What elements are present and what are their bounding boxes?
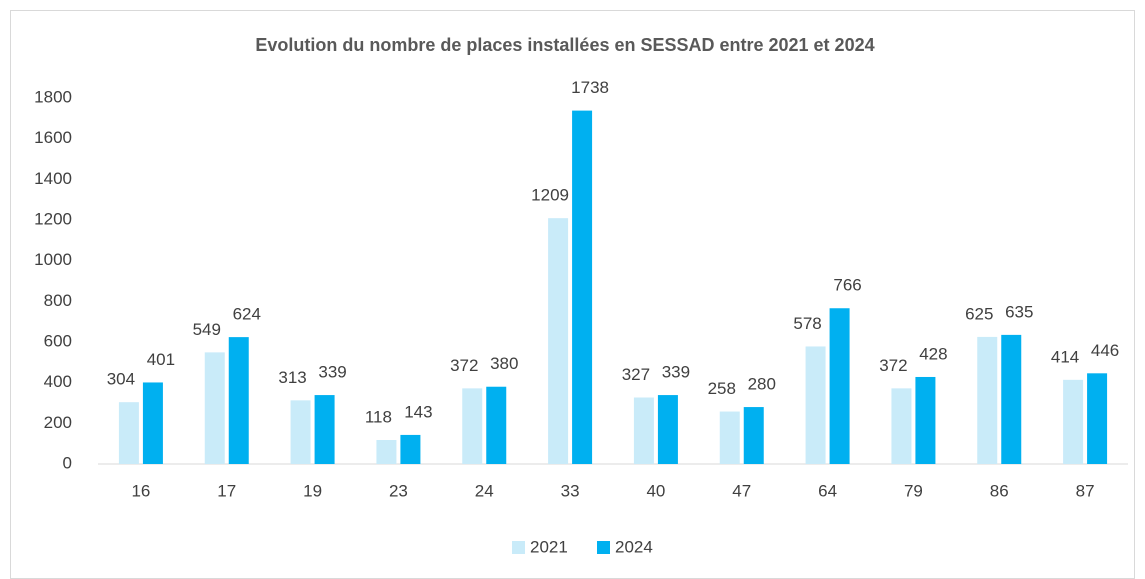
data-label: 304	[107, 370, 135, 389]
bar	[290, 400, 311, 464]
data-label: 339	[662, 363, 690, 382]
bar	[142, 382, 163, 464]
y-tick-label: 1600	[34, 128, 72, 147]
y-tick-label: 1800	[34, 87, 72, 106]
data-label: 372	[450, 356, 478, 375]
data-label: 625	[965, 304, 993, 323]
bar	[829, 308, 850, 464]
data-label: 414	[1051, 347, 1079, 366]
bar	[633, 397, 654, 464]
x-tick-label: 79	[904, 481, 923, 500]
bar	[657, 395, 678, 464]
bar	[1063, 379, 1084, 464]
data-label: 1209	[531, 186, 569, 205]
y-tick-label: 400	[44, 372, 72, 391]
y-tick-label: 1400	[34, 169, 72, 188]
bar	[743, 407, 764, 464]
bar	[228, 337, 249, 464]
bar	[1087, 373, 1108, 464]
data-label: 766	[833, 276, 861, 295]
legend-swatch	[597, 541, 610, 554]
legend-swatch	[512, 541, 525, 554]
x-tick-label: 64	[818, 481, 837, 500]
bar	[400, 434, 421, 464]
x-tick-label: 86	[990, 481, 1009, 500]
y-tick-label: 800	[44, 291, 72, 310]
y-tick-label: 0	[63, 453, 72, 472]
chart-title: Evolution du nombre de places installées…	[255, 35, 874, 55]
data-label: 380	[490, 354, 518, 373]
bar	[486, 386, 507, 464]
bar	[376, 440, 397, 464]
x-tick-label: 24	[475, 481, 494, 500]
bar	[204, 352, 225, 464]
data-label: 1738	[571, 78, 609, 97]
data-label: 280	[748, 375, 776, 394]
bar	[572, 110, 593, 465]
data-label: 549	[193, 320, 221, 339]
x-tick-label: 40	[646, 481, 665, 500]
x-tick-label: 87	[1076, 481, 1095, 500]
data-label: 635	[1005, 302, 1033, 321]
x-tick-label: 47	[732, 481, 751, 500]
bar	[118, 402, 139, 464]
data-label: 327	[622, 365, 650, 384]
y-tick-label: 200	[44, 413, 72, 432]
data-label: 446	[1091, 341, 1119, 360]
bar	[915, 376, 936, 464]
data-label: 624	[233, 305, 261, 324]
data-label: 313	[278, 368, 306, 387]
legend-label: 2024	[615, 537, 653, 556]
bar	[719, 411, 740, 464]
x-tick-label: 33	[561, 481, 580, 500]
data-label: 339	[318, 363, 346, 382]
x-tick-label: 23	[389, 481, 408, 500]
bar	[977, 336, 998, 464]
data-label: 428	[919, 344, 947, 363]
x-tick-label: 16	[131, 481, 150, 500]
bar	[548, 218, 569, 464]
bar	[1001, 334, 1022, 464]
x-tick-label: 19	[303, 481, 322, 500]
y-tick-label: 1200	[34, 209, 72, 228]
bar	[805, 346, 826, 464]
bar	[462, 388, 483, 464]
data-label: 578	[793, 314, 821, 333]
x-tick-label: 17	[217, 481, 236, 500]
data-label: 401	[147, 350, 175, 369]
data-label: 372	[879, 356, 907, 375]
y-tick-label: 1000	[34, 250, 72, 269]
data-label: 143	[404, 402, 432, 421]
data-label: 258	[708, 379, 736, 398]
y-tick-label: 600	[44, 331, 72, 350]
bar	[314, 395, 335, 464]
data-label: 118	[365, 407, 392, 426]
legend-label: 2021	[530, 537, 568, 556]
bar	[891, 388, 912, 464]
